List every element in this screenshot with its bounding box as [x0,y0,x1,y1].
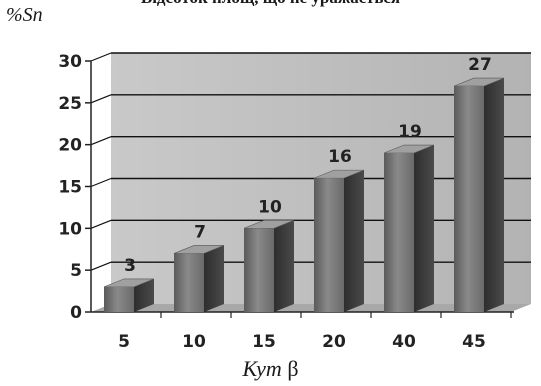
bar-front [314,178,344,312]
bar-side [484,78,504,312]
x-tick-label: 15 [252,332,276,352]
x-axis-label-main: Кут [242,356,282,381]
bar-20 [313,169,365,312]
y-tick-label: 5 [70,261,82,281]
bar-side [204,245,224,312]
data-label: 27 [468,55,492,75]
bar-side [344,170,364,312]
chart-title: Відсоток площ, що не уражається [0,0,541,8]
gridline-diag [90,94,112,104]
gridline-diag [90,177,112,188]
y-tick-label: 30 [58,52,82,72]
data-label: 3 [124,256,136,276]
bar-40 [383,144,435,312]
bar-45 [453,77,505,312]
x-tick-label: 40 [392,332,416,352]
y-axis-label: %Sn [6,4,43,26]
y-tick-label: 25 [58,94,82,114]
bar-front [174,253,204,312]
data-label: 10 [258,197,282,217]
y-tick-label: 20 [58,136,82,156]
bar-10 [173,245,225,312]
x-axis-label-symbol: β [287,356,299,381]
bar-front [384,153,414,312]
data-label: 16 [328,147,352,167]
y-tick-label: 0 [70,303,82,323]
data-label: 19 [398,122,422,142]
bar-front [454,86,484,312]
gridline-diag [90,261,112,271]
x-tick-label: 20 [322,332,346,352]
gridline-diag [90,52,112,62]
bar-front [104,286,134,312]
y-tick-label: 15 [58,178,82,198]
bar-front [244,228,274,312]
bar-side [414,145,434,312]
y-tick-label: 10 [58,219,82,239]
data-label: 7 [194,222,206,242]
x-tick-label: 5 [118,332,130,352]
gridline-diag [90,136,112,146]
x-tick-label: 10 [182,332,206,352]
bar-15 [243,220,295,312]
gridline-diag [90,219,112,229]
bar-5 [103,278,155,312]
bar-side [274,220,294,312]
x-axis-label: Кут β [0,356,541,382]
bar-side [134,278,154,312]
x-tick-label: 45 [462,332,486,352]
